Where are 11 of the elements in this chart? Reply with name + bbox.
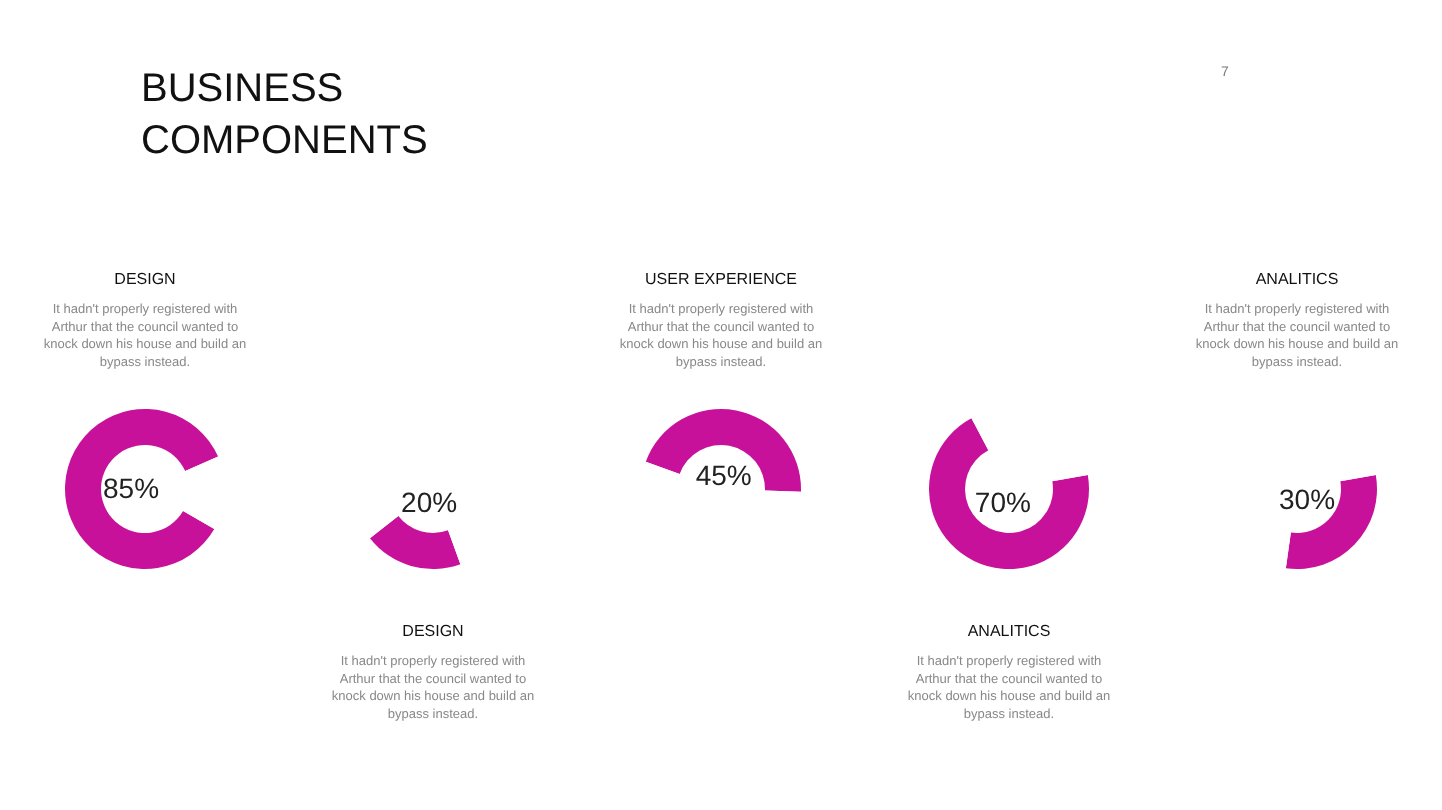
data-label: 70%	[974, 485, 1031, 518]
chart-title: DESIGN	[114, 270, 177, 288]
text: DESIGN	[402, 622, 465, 640]
text: ANALITICS	[967, 622, 1051, 640]
chart-title: ANALITICS	[1255, 270, 1339, 288]
data-label: 85%	[103, 472, 160, 505]
data-label: 20%	[401, 486, 458, 519]
chart-title: USER EXPERIENCE	[644, 270, 798, 288]
data-label: 30%	[1279, 482, 1336, 515]
data-label: 45%	[695, 459, 752, 492]
text: BUSINESS COMPONENTS	[141, 66, 428, 164]
